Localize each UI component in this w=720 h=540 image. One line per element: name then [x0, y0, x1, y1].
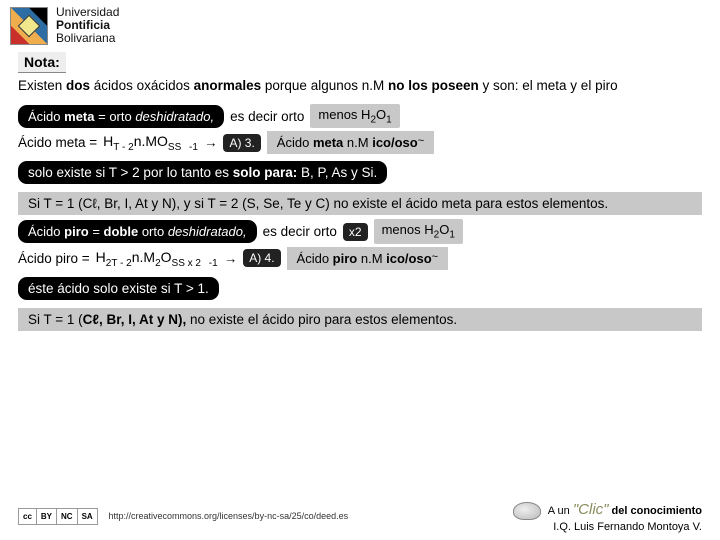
- t: doble: [104, 224, 139, 239]
- t: H: [96, 249, 106, 265]
- nota-text: Existen dos ácidos oxácidos anormales po…: [18, 73, 702, 101]
- t: porque algunos n.M: [261, 78, 388, 93]
- piro-x2: x2: [343, 223, 368, 241]
- footer-left: cc BY NC SA http://creativecommons.org/l…: [18, 508, 348, 525]
- t: deshidratado,: [168, 224, 247, 239]
- t: O: [439, 222, 449, 237]
- meta-result: Ácido meta n.M ico/oso~: [267, 131, 434, 154]
- t: del conocimiento: [608, 505, 702, 517]
- piro-formula: H2T - 2n.M2OSS x 2 -1: [96, 249, 218, 269]
- cc-license-icon: cc BY NC SA: [18, 508, 98, 525]
- university-name: Universidad Pontificia Bolivariana: [56, 6, 119, 46]
- mouse-icon: [513, 502, 541, 520]
- t: deshidratado,: [135, 109, 214, 124]
- meta-ref: A) 3.: [223, 134, 260, 152]
- cc-nc: NC: [57, 509, 78, 524]
- piro-definition-line: Ácido piro = doble orto deshidratado, es…: [18, 219, 702, 244]
- meta-formula-line: Ácido meta = HT - 2n.MOSS -1 → A) 3. Áci…: [18, 131, 702, 154]
- header: Universidad Pontificia Bolivariana: [0, 0, 720, 52]
- meta-plain1: es decir orto: [230, 109, 304, 124]
- tilde-icon: ~: [432, 251, 438, 263]
- t: piro: [64, 224, 89, 239]
- t: SS x 2: [172, 257, 201, 268]
- t: ico/oso: [369, 135, 418, 150]
- t: H: [103, 133, 113, 149]
- slide-content: Nota: Existen dos ácidos oxácidos anorma…: [0, 52, 720, 331]
- uni-line2: Pontificia: [56, 18, 110, 32]
- meta-not-exist: Si T = 1 (Cℓ, Br, I, At y N), y si T = 2…: [18, 192, 702, 215]
- t: orto: [138, 224, 168, 239]
- cc-by: BY: [37, 509, 57, 524]
- piro-minus-h2o: menos H2O1: [374, 219, 463, 244]
- t: no los poseen: [388, 78, 479, 93]
- t: O: [376, 107, 386, 122]
- t: Ácido: [277, 135, 313, 150]
- arrow-icon: →: [224, 251, 238, 266]
- t: meta: [313, 135, 343, 150]
- t: ico/oso: [383, 251, 432, 266]
- tagline: A un "Clic" del conocimiento: [513, 500, 702, 520]
- t: Ácido: [28, 224, 64, 239]
- piro-def-pill: Ácido piro = doble orto deshidratado,: [18, 220, 257, 243]
- arrow-icon: →: [204, 135, 218, 150]
- t: piro: [333, 251, 358, 266]
- t: 1: [386, 114, 392, 125]
- t: T - 2: [113, 142, 133, 153]
- t: menos H: [318, 107, 370, 122]
- piro-ref: A) 4.: [243, 249, 280, 267]
- t: O: [161, 249, 172, 265]
- piro-not-exist: Si T = 1 (Cℓ, Br, I, At y N), no existe …: [18, 308, 702, 331]
- meta-minus-h2o: menos H2O1: [310, 104, 399, 129]
- t: "Clic": [573, 501, 609, 518]
- meta-definition-line: Ácido meta = orto deshidratado, es decir…: [18, 104, 702, 129]
- piro-label: Ácido piro =: [18, 251, 90, 266]
- t: -1: [209, 257, 218, 268]
- piro-plain1: es decir orto: [263, 224, 337, 239]
- t: 2T - 2: [106, 257, 132, 268]
- t: no existe el ácido piro para estos eleme…: [186, 312, 457, 327]
- tilde-icon: ~: [418, 135, 424, 147]
- piro-result: Ácido piro n.M ico/oso~: [287, 247, 449, 270]
- t: n.M: [132, 249, 155, 265]
- t: meta: [64, 109, 94, 124]
- uni-line1: Universidad: [56, 5, 119, 19]
- t: n.MO: [134, 133, 168, 149]
- t: SS: [168, 142, 181, 153]
- meta-exists-rule: solo existe si T > 2 por lo tanto es sol…: [18, 161, 387, 184]
- footer-right: A un "Clic" del conocimiento I.Q. Luis F…: [513, 500, 702, 534]
- cc-url: http://creativecommons.org/licenses/by-n…: [109, 511, 349, 521]
- nota-label: Nota:: [18, 52, 66, 73]
- piro-formula-line: Ácido piro = H2T - 2n.M2OSS x 2 -1 → A) …: [18, 247, 702, 270]
- piro-exists-rule: éste ácido solo existe si T > 1.: [18, 277, 219, 300]
- t: = orto: [95, 109, 136, 124]
- t: anormales: [194, 78, 262, 93]
- t: Ácido: [297, 251, 333, 266]
- t: n.M: [357, 251, 382, 266]
- t: y son: el meta y el piro: [479, 78, 618, 93]
- footer: cc BY NC SA http://creativecommons.org/l…: [0, 500, 720, 534]
- t: ácidos oxácidos: [90, 78, 194, 93]
- author: I.Q. Luis Fernando Montoya V.: [513, 520, 702, 534]
- t: -1: [189, 142, 198, 153]
- meta-label: Ácido meta =: [18, 135, 97, 150]
- t: n.M: [343, 135, 368, 150]
- t: 1: [449, 230, 455, 241]
- t: menos H: [382, 222, 434, 237]
- meta-formula: HT - 2n.MOSS -1: [103, 133, 198, 153]
- t: Si T = 1 (: [28, 312, 83, 327]
- t: Ácido: [28, 109, 64, 124]
- t: A un: [548, 505, 573, 517]
- t: dos: [66, 78, 90, 93]
- t: Existen: [18, 78, 66, 93]
- uni-line3: Bolivariana: [56, 31, 115, 45]
- meta-def-pill: Ácido meta = orto deshidratado,: [18, 105, 224, 128]
- university-shield-icon: [10, 7, 48, 45]
- cc-sa: SA: [78, 509, 97, 524]
- t: Cℓ, Br, I, At y N),: [83, 312, 187, 327]
- t: =: [89, 224, 104, 239]
